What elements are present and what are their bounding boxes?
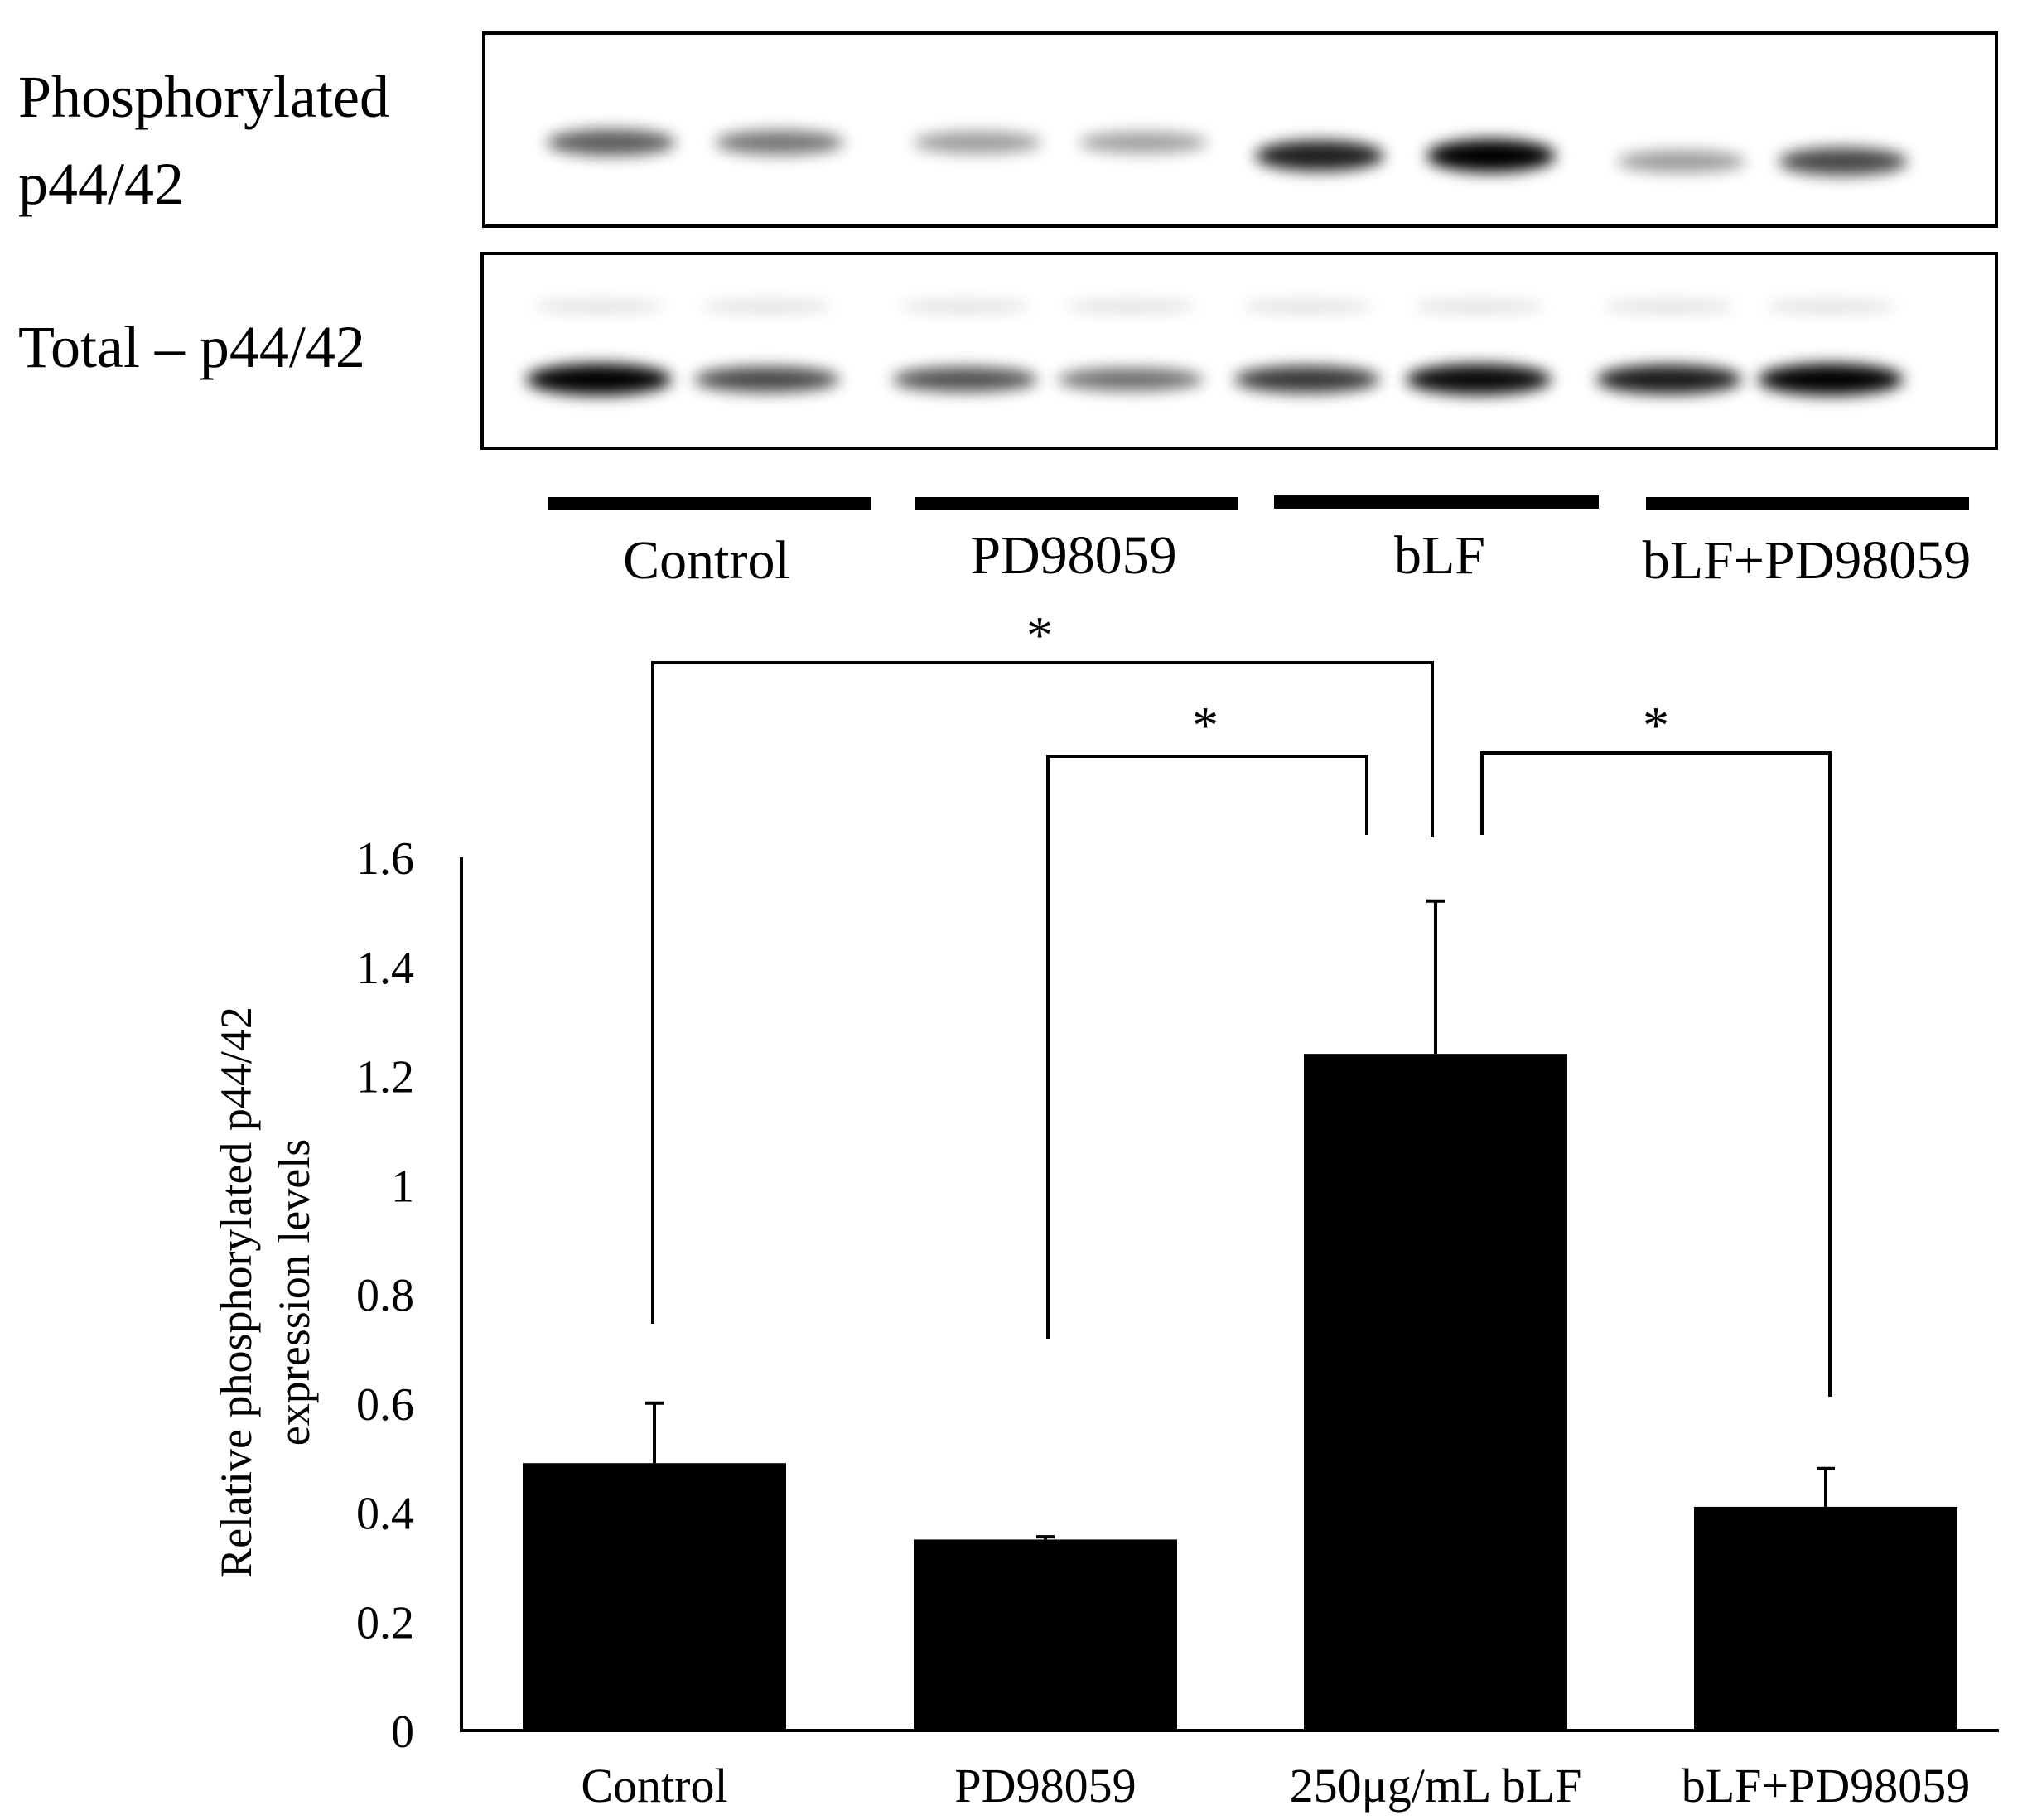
phospho-band-4 — [1079, 132, 1208, 153]
y-axis-label-line2: expression levels — [269, 1139, 319, 1446]
phospho-band-5 — [1255, 140, 1384, 171]
phospho-band-1 — [547, 129, 676, 156]
y-axis-label-line1: Relative phosphorylated p44/42 — [211, 1007, 261, 1578]
group-label-blf: bLF — [1394, 525, 1485, 586]
total-band-3 — [892, 367, 1038, 392]
significance-bracket-1 — [651, 661, 1434, 1324]
total-band-8 — [1758, 364, 1904, 395]
group-label-blf-pd98059: bLF+PD98059 — [1643, 530, 1972, 591]
bar-chart: Relative phosphorylated p44/42 expressio… — [211, 606, 1999, 1813]
total-band-faint-3 — [899, 301, 1031, 312]
group-bar-blf-pd98059 — [1646, 497, 1969, 510]
total-band-faint-8 — [1764, 301, 1897, 312]
total-band-faint-1 — [533, 301, 665, 312]
significance-bracket-3 — [1480, 751, 1832, 1397]
x-tick-label: PD98059 — [954, 1759, 1136, 1813]
y-tick-label: 0 — [391, 1707, 414, 1758]
total-band-faint-5 — [1241, 301, 1373, 312]
significance-bracket-2 — [1046, 755, 1368, 1339]
x-tick-label: 250μg/mL bLF — [1290, 1759, 1582, 1813]
error-bars — [645, 899, 1835, 1540]
y-tick-label: 0.8 — [356, 1270, 414, 1321]
significance-star-2: * — [1192, 696, 1219, 755]
y-tick-label: 1.2 — [356, 1052, 414, 1103]
western-blot: Phosphorylated p44/42 Total – p44/42 Con… — [18, 31, 1998, 591]
total-band-5 — [1234, 365, 1380, 393]
total-band-6 — [1406, 364, 1552, 395]
x-tick-label: bLF+PD98059 — [1682, 1759, 1971, 1813]
bars — [523, 1054, 1957, 1731]
bar-3 — [1304, 1054, 1567, 1731]
total-band-faint-6 — [1412, 301, 1545, 312]
group-bar-control — [548, 497, 871, 510]
phospho-band-3 — [913, 131, 1042, 154]
y-tick-labels: 0 0.2 0.4 0.6 0.8 1 1.2 1.4 1.6 — [356, 833, 414, 1758]
y-tick-label: 1 — [391, 1161, 414, 1212]
y-tick-label: 0.4 — [356, 1489, 414, 1540]
total-band-1 — [526, 364, 672, 395]
phospho-band-6 — [1426, 139, 1556, 172]
total-row-label: Total – p44/42 — [18, 314, 365, 380]
total-band-4 — [1058, 368, 1204, 391]
phospho-band-8 — [1779, 147, 1908, 176]
y-tick-label: 0.6 — [356, 1379, 414, 1431]
total-band-faint-2 — [701, 301, 833, 312]
group-label-pd98059: PD98059 — [970, 525, 1176, 586]
bar-1 — [523, 1463, 786, 1731]
total-band-faint-7 — [1603, 301, 1735, 312]
bar-4 — [1694, 1506, 1957, 1731]
significance-brackets: * * * — [651, 606, 1832, 1397]
total-band-2 — [694, 366, 840, 393]
phospho-row-label-line2: p44/42 — [18, 151, 184, 217]
total-blot-panel — [480, 252, 1998, 450]
phospho-band-2 — [715, 130, 844, 155]
total-band-faint-4 — [1064, 301, 1197, 312]
phospho-row-label-line1: Phosphorylated — [18, 64, 389, 130]
significance-star-3: * — [1643, 696, 1669, 755]
x-tick-labels: Control PD98059 250μg/mL bLF bLF+PD98059 — [581, 1759, 1970, 1813]
x-tick-label: Control — [581, 1759, 727, 1813]
bar-2 — [914, 1539, 1177, 1731]
total-bands — [526, 301, 1904, 395]
group-bar-blf — [1274, 495, 1599, 509]
phospho-band-7 — [1617, 150, 1746, 173]
phospho-blot-panel — [482, 31, 1998, 228]
total-band-7 — [1596, 364, 1742, 394]
y-tick-label: 1.6 — [356, 833, 414, 885]
group-label-control: Control — [623, 530, 790, 591]
y-tick-label: 0.2 — [356, 1597, 414, 1649]
significance-star-1: * — [1026, 606, 1053, 664]
y-tick-label: 1.4 — [356, 943, 414, 994]
group-bar-pd98059 — [915, 497, 1238, 510]
phospho-bands — [547, 129, 1908, 176]
